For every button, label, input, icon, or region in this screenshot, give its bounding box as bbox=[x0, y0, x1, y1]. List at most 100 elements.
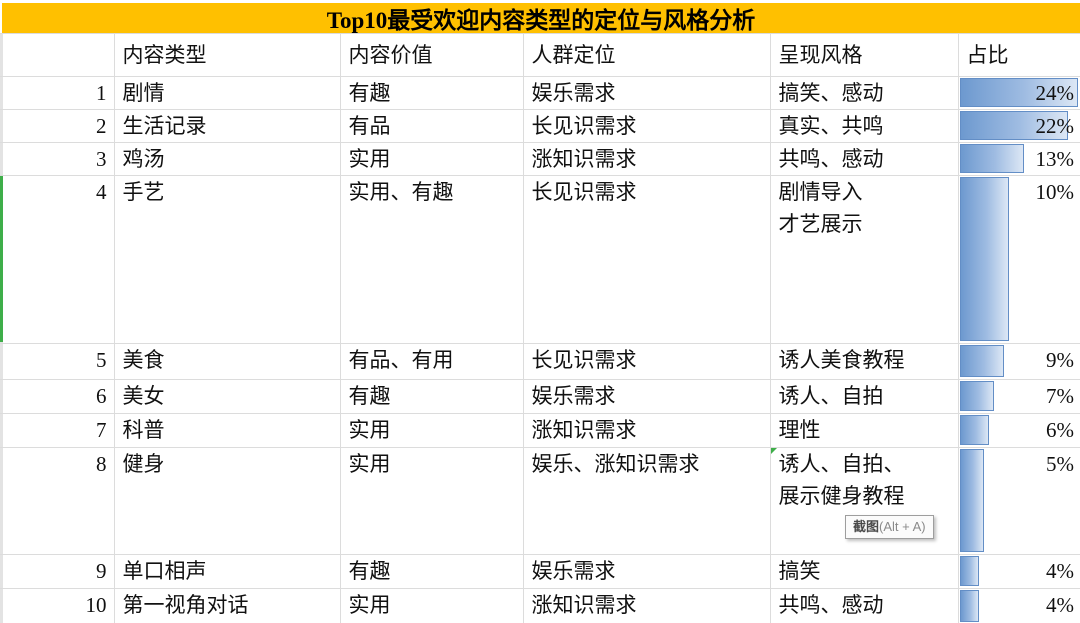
cell-audience[interactable]: 涨知识需求 bbox=[522, 588, 771, 623]
header-style[interactable]: 呈现风格 bbox=[769, 33, 959, 77]
percent-label: 10% bbox=[1035, 180, 1075, 204]
table-row: 10 第一视角对话 实用 涨知识需求 共鸣、感动 4% bbox=[0, 588, 1080, 623]
data-bar bbox=[959, 381, 995, 411]
cell-audience[interactable]: 娱乐需求 bbox=[522, 554, 771, 589]
cell-row-number[interactable]: 7 bbox=[0, 413, 115, 448]
cell-percent[interactable]: 22% bbox=[957, 109, 1080, 143]
cell-style[interactable]: 理性 bbox=[769, 413, 959, 448]
cell-style[interactable]: 诱人、自拍、 展示健身教程 bbox=[769, 447, 959, 555]
data-bar bbox=[959, 415, 990, 445]
cell-style[interactable]: 搞笑、感动 bbox=[769, 76, 959, 110]
header-blank[interactable] bbox=[0, 33, 115, 77]
cell-percent[interactable]: 9% bbox=[957, 343, 1080, 380]
cell-style[interactable]: 剧情导入 才艺展示 bbox=[769, 175, 959, 344]
cell-row-number[interactable]: 9 bbox=[0, 554, 115, 589]
data-bar bbox=[959, 345, 1004, 377]
cell-content-type[interactable]: 手艺 bbox=[113, 175, 341, 344]
cell-row-number[interactable]: 3 bbox=[0, 142, 115, 176]
table-title-cell[interactable]: Top10最受欢迎内容类型的定位与风格分析 bbox=[2, 3, 1080, 33]
cell-percent[interactable]: 4% bbox=[957, 554, 1080, 589]
cell-content-type[interactable]: 生活记录 bbox=[113, 109, 341, 143]
cell-content-value[interactable]: 实用 bbox=[339, 413, 524, 448]
cell-content-value[interactable]: 有品 bbox=[339, 109, 524, 143]
table-row: 1 剧情 有趣 娱乐需求 搞笑、感动 24% bbox=[0, 76, 1080, 110]
table-row: 9 单口相声 有趣 娱乐需求 搞笑 4% bbox=[0, 554, 1080, 589]
cell-percent[interactable]: 10% bbox=[957, 175, 1080, 344]
percent-label: 7% bbox=[1046, 384, 1074, 408]
cell-content-type[interactable]: 单口相声 bbox=[113, 554, 341, 589]
cell-percent[interactable]: 13% bbox=[957, 142, 1080, 176]
table-row: 7 科普 实用 涨知识需求 理性 6% bbox=[0, 413, 1080, 448]
cell-content-value[interactable]: 有趣 bbox=[339, 554, 524, 589]
cell-percent[interactable]: 24% bbox=[957, 76, 1080, 110]
cell-style[interactable]: 搞笑 bbox=[769, 554, 959, 589]
cell-percent[interactable]: 5% bbox=[957, 447, 1080, 555]
cell-content-type[interactable]: 科普 bbox=[113, 413, 341, 448]
data-bar bbox=[959, 556, 980, 586]
data-bar bbox=[959, 78, 1078, 107]
cell-content-value[interactable]: 有品、有用 bbox=[339, 343, 524, 380]
style-line-1: 诱人、自拍、 bbox=[778, 452, 905, 476]
style-line-2: 展示健身教程 bbox=[778, 484, 905, 508]
cell-audience[interactable]: 长见识需求 bbox=[522, 109, 771, 143]
screenshot-tooltip-shortcut: (Alt + A) bbox=[879, 519, 926, 534]
cell-content-value[interactable]: 有趣 bbox=[339, 379, 524, 414]
cell-style[interactable]: 共鸣、感动 bbox=[769, 142, 959, 176]
header-audience[interactable]: 人群定位 bbox=[522, 33, 771, 77]
cell-audience[interactable]: 娱乐、涨知识需求 bbox=[522, 447, 771, 555]
cell-content-type[interactable]: 美食 bbox=[113, 343, 341, 380]
cell-content-type[interactable]: 第一视角对话 bbox=[113, 588, 341, 623]
cell-content-value[interactable]: 实用、有趣 bbox=[339, 175, 524, 344]
style-line-2: 才艺展示 bbox=[778, 212, 863, 236]
screenshot-tooltip-label: 截图 bbox=[853, 519, 880, 534]
header-percent[interactable]: 占比 bbox=[957, 33, 1080, 77]
cell-row-number[interactable]: 1 bbox=[0, 76, 115, 110]
cell-percent[interactable]: 6% bbox=[957, 413, 1080, 448]
cell-audience[interactable]: 涨知识需求 bbox=[522, 142, 771, 176]
percent-label: 22% bbox=[1035, 114, 1075, 138]
header-content-value[interactable]: 内容价值 bbox=[339, 33, 524, 77]
percent-label: 5% bbox=[1046, 452, 1074, 476]
cell-row-number[interactable]: 6 bbox=[0, 379, 115, 414]
cell-style[interactable]: 诱人、自拍 bbox=[769, 379, 959, 414]
percent-label: 4% bbox=[1046, 559, 1074, 583]
cell-style[interactable]: 共鸣、感动 bbox=[769, 588, 959, 623]
cell-row-number[interactable]: 5 bbox=[0, 343, 115, 380]
data-bar bbox=[959, 177, 1009, 341]
cell-content-value[interactable]: 实用 bbox=[339, 142, 524, 176]
header-content-type[interactable]: 内容类型 bbox=[113, 33, 341, 77]
page-title: Top10最受欢迎内容类型的定位与风格分析 bbox=[326, 8, 756, 33]
cell-audience[interactable]: 涨知识需求 bbox=[522, 413, 771, 448]
cell-content-type[interactable]: 健身 bbox=[113, 447, 341, 555]
cell-audience[interactable]: 长见识需求 bbox=[522, 175, 771, 344]
cell-content-type[interactable]: 鸡汤 bbox=[113, 142, 341, 176]
cell-content-value[interactable]: 有趣 bbox=[339, 76, 524, 110]
cell-row-number[interactable]: 8 bbox=[0, 447, 115, 555]
cell-content-type[interactable]: 剧情 bbox=[113, 76, 341, 110]
data-bar bbox=[959, 144, 1024, 173]
screenshot-tooltip: 截图(Alt + A) bbox=[845, 515, 934, 539]
table-row: 5 美食 有品、有用 长见识需求 诱人美食教程 9% bbox=[0, 343, 1080, 380]
data-bar bbox=[959, 111, 1069, 140]
percent-label: 9% bbox=[1046, 348, 1074, 372]
percent-label: 24% bbox=[1035, 81, 1075, 105]
percent-label: 6% bbox=[1046, 418, 1074, 442]
cell-row-number[interactable]: 2 bbox=[0, 109, 115, 143]
cell-row-number[interactable]: 10 bbox=[0, 588, 115, 623]
cell-content-value[interactable]: 实用 bbox=[339, 588, 524, 623]
table-row: 2 生活记录 有品 长见识需求 真实、共鸣 22% bbox=[0, 109, 1080, 143]
cell-percent[interactable]: 7% bbox=[957, 379, 1080, 414]
cell-audience[interactable]: 娱乐需求 bbox=[522, 379, 771, 414]
cell-style[interactable]: 真实、共鸣 bbox=[769, 109, 959, 143]
cell-style[interactable]: 诱人美食教程 bbox=[769, 343, 959, 380]
cell-audience[interactable]: 长见识需求 bbox=[522, 343, 771, 380]
cell-percent[interactable]: 4% bbox=[957, 588, 1080, 623]
cell-row-number[interactable]: 4 bbox=[0, 175, 115, 344]
cell-content-value[interactable]: 实用 bbox=[339, 447, 524, 555]
table-row: 8 健身 实用 娱乐、涨知识需求 诱人、自拍、 展示健身教程 5% bbox=[0, 447, 1080, 555]
table-row: 3 鸡汤 实用 涨知识需求 共鸣、感动 13% bbox=[0, 142, 1080, 176]
cell-content-type[interactable]: 美女 bbox=[113, 379, 341, 414]
data-bar bbox=[959, 590, 980, 622]
cell-audience[interactable]: 娱乐需求 bbox=[522, 76, 771, 110]
